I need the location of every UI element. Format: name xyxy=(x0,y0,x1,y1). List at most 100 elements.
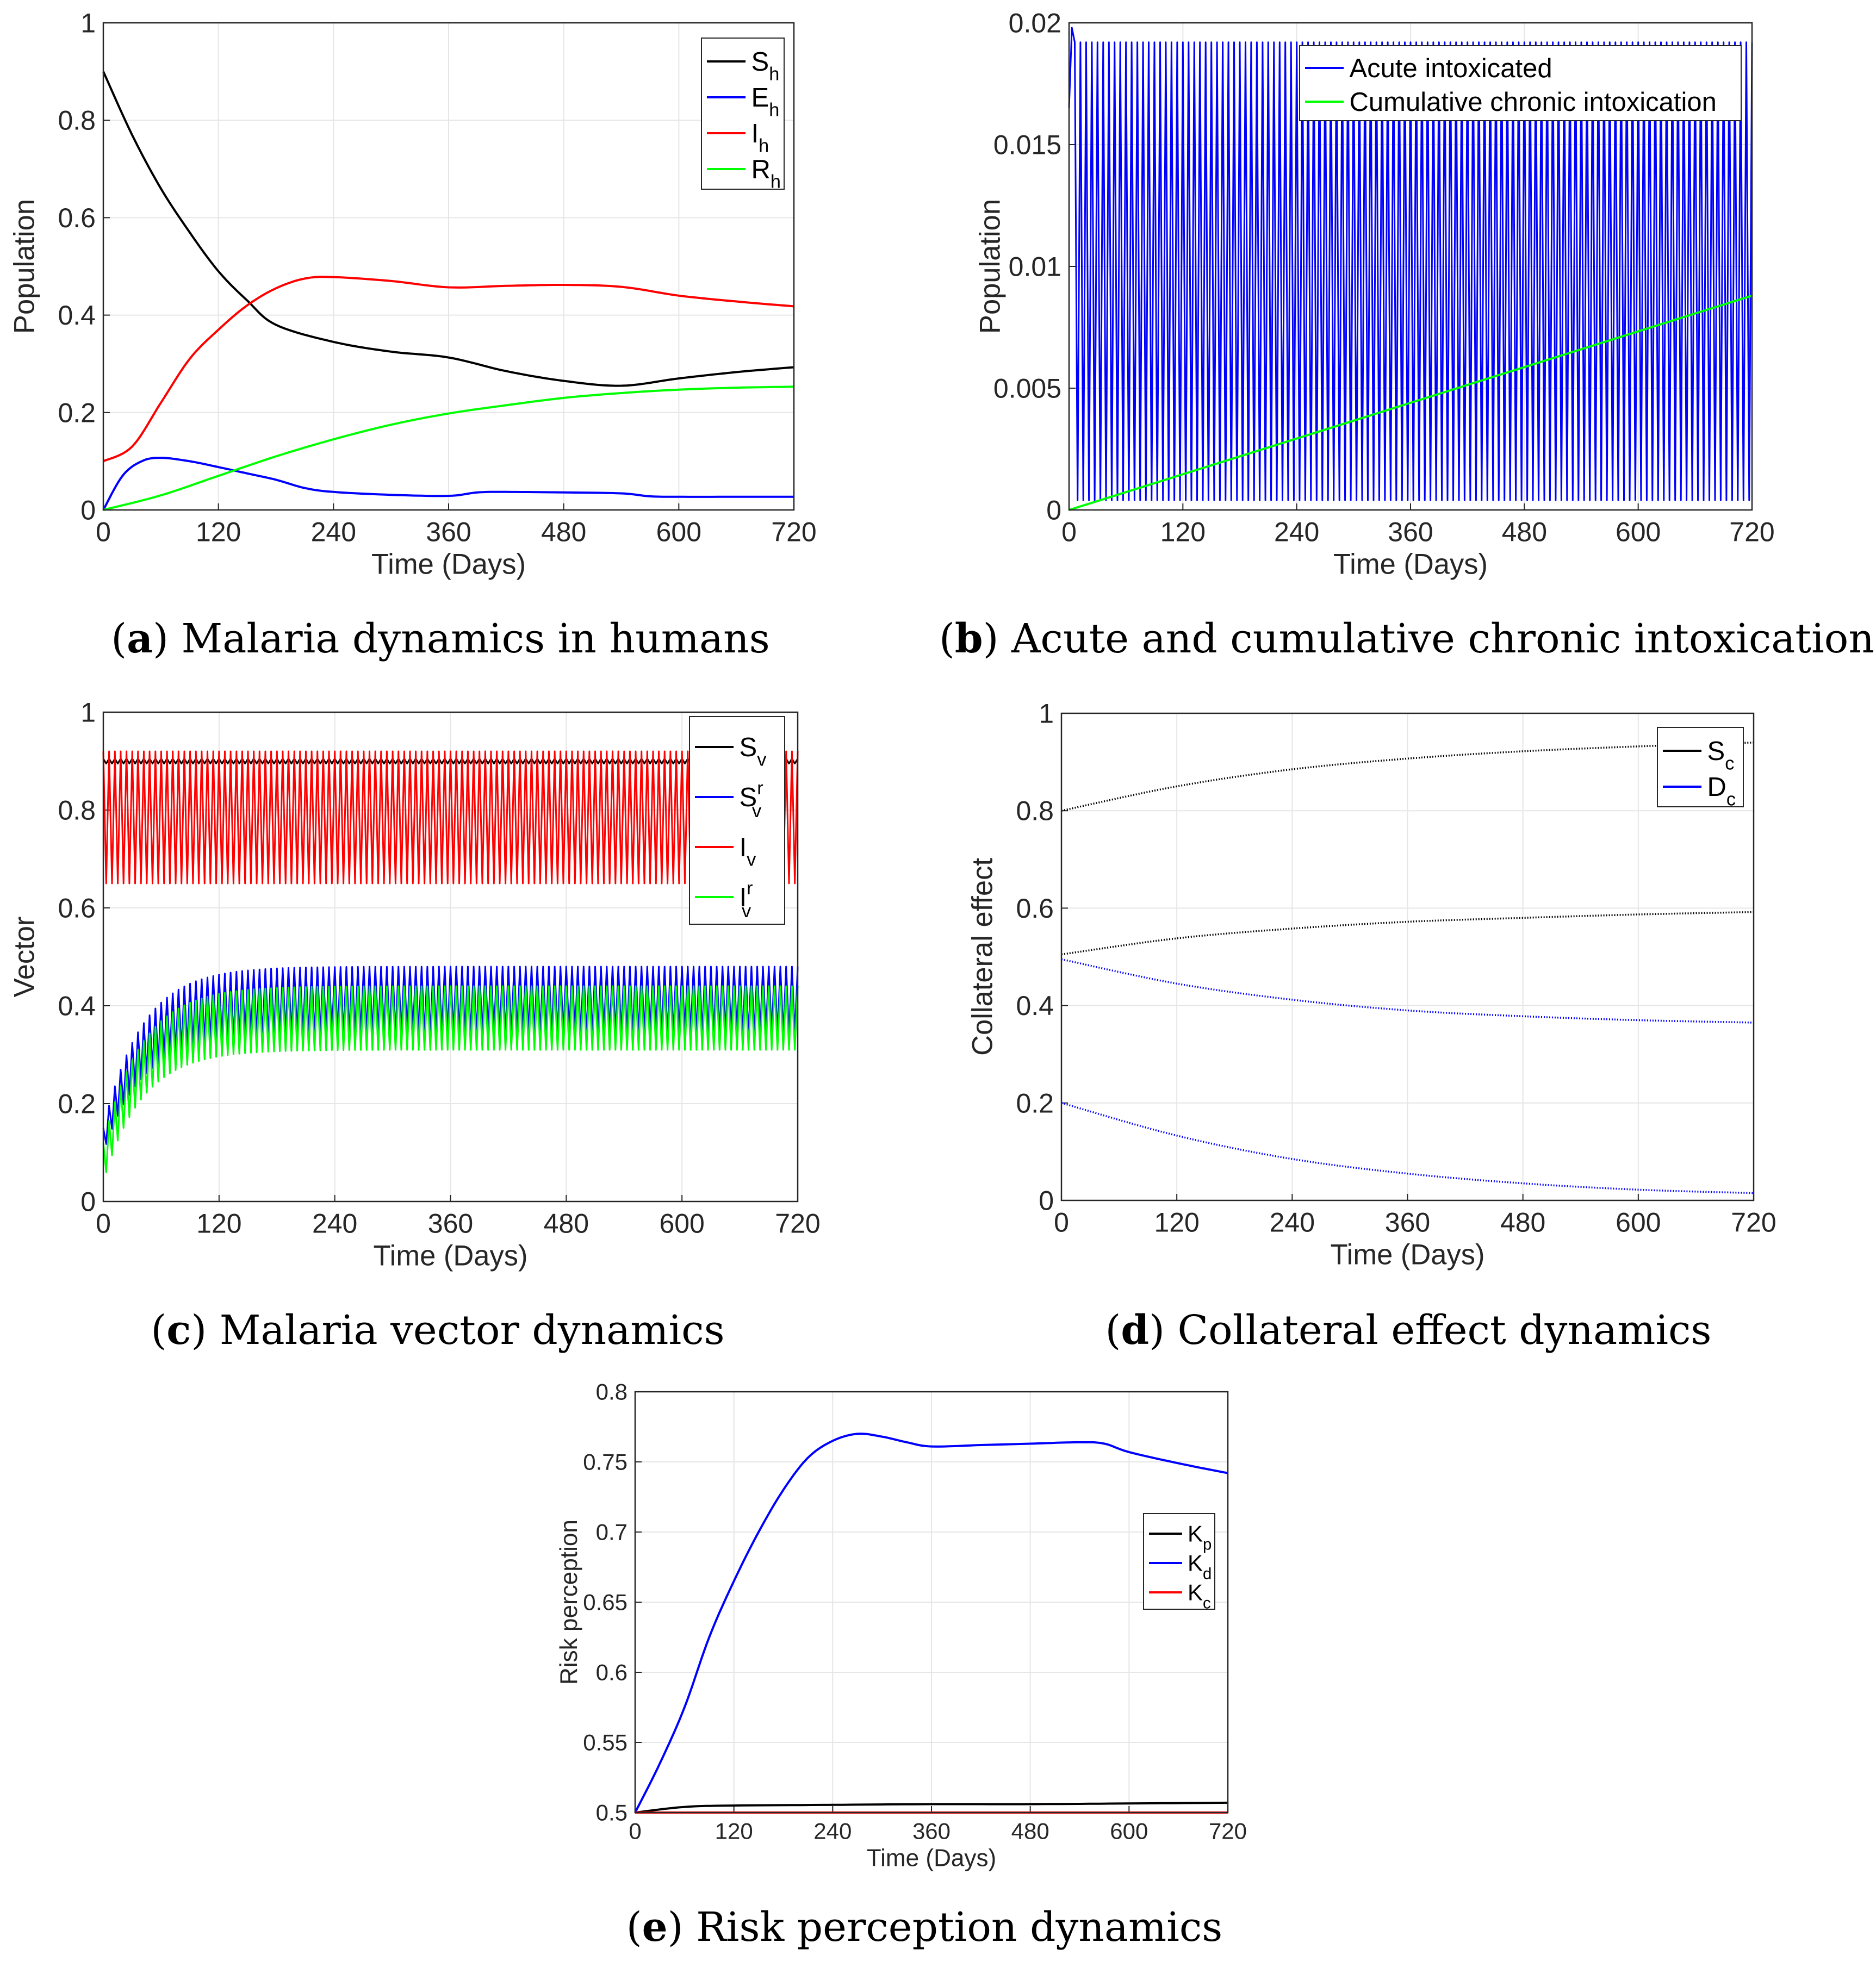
legend-label: Sc xyxy=(1707,737,1735,774)
y-tick-label: 0.01 xyxy=(1009,252,1061,282)
series-line-acute-intoxicated xyxy=(1068,27,1753,501)
legend-label: Acute intoxicated xyxy=(1350,54,1552,83)
x-axis-label: Time (Days) xyxy=(371,549,526,581)
y-tick-label: 0.6 xyxy=(596,1660,628,1685)
y-tick-label: 0.55 xyxy=(583,1730,628,1755)
x-tick-label: 120 xyxy=(1154,1207,1199,1238)
legend: Sv Sr v Iv Ir v xyxy=(689,716,785,925)
legend-label: Sv xyxy=(740,733,767,770)
legend-label: Rh xyxy=(751,155,781,192)
legend-label: Iv xyxy=(740,833,757,870)
y-tick-label: 0.4 xyxy=(58,300,96,331)
y-tick-label: 0.6 xyxy=(1016,893,1054,924)
legend-label: Eh xyxy=(751,83,780,120)
x-tick-label: 480 xyxy=(1011,1818,1049,1844)
panel-c-vector-dynamics: 0 120 240 360 480 600 720 0 0.2 0.4 0.6 0.8 1 Time (D… xyxy=(9,698,821,1272)
x-tick-label: 720 xyxy=(771,517,816,547)
x-tick-label: 360 xyxy=(1388,517,1433,547)
y-tick-label: 0.65 xyxy=(583,1590,628,1615)
x-axis-label: Time (Days) xyxy=(867,1845,996,1872)
axes-box xyxy=(102,22,795,511)
x-axis-label: Time (Days) xyxy=(1331,1239,1485,1271)
series-line-d-c xyxy=(1061,958,1754,1024)
x-tick-label: 720 xyxy=(1729,517,1774,547)
x-tick-label: 480 xyxy=(1500,1207,1545,1238)
x-tick-label: 600 xyxy=(656,517,701,547)
x-tick-label: 480 xyxy=(541,517,586,547)
x-tick-label: 0 xyxy=(96,517,111,547)
caption-b: (b) Acute and cumulative chronic intoxic… xyxy=(939,615,1874,662)
panel-b-intoxication: 0 120 240 360 480 600 720 0 0.005 0.01 0.015 0.02 Ti… xyxy=(974,8,1775,581)
legend-box xyxy=(1657,727,1744,807)
x-tick-label: 240 xyxy=(1274,517,1319,547)
y-tick-label: 0.8 xyxy=(58,795,96,826)
panel-a-malaria-humans: 0 120 240 360 480 600 720 0 0.2 0.4 0.6 0.8 1 Time (D… xyxy=(9,8,817,581)
series-line-e-h xyxy=(102,457,794,510)
axes-box xyxy=(1068,22,1753,511)
panel-d-collateral-effect: 0 120 240 360 480 600 720 0 0.2 0.4 0.6 0.8 1 Time (D… xyxy=(967,699,1776,1271)
legend-label: Kc xyxy=(1188,1580,1211,1612)
legend-label: Kp xyxy=(1188,1521,1212,1554)
legend-box xyxy=(1299,45,1742,121)
axes-box xyxy=(634,1391,1229,1814)
x-tick-label: 720 xyxy=(1209,1818,1247,1844)
x-tick-label: 720 xyxy=(1731,1207,1776,1238)
x-tick-label: 0 xyxy=(629,1818,641,1844)
x-tick-label: 120 xyxy=(1160,517,1206,547)
x-tick-label: 360 xyxy=(912,1818,951,1844)
legend-label: Sh xyxy=(751,47,780,84)
y-tick-label: 0 xyxy=(80,1187,96,1217)
x-tick-label: 0 xyxy=(1061,517,1077,547)
x-tick-label: 120 xyxy=(196,517,241,547)
x-tick-label: 0 xyxy=(1054,1207,1069,1238)
y-axis-label: Population xyxy=(9,199,41,334)
y-axis-label: Population xyxy=(974,199,1007,334)
y-tick-label: 0.6 xyxy=(58,203,96,233)
x-tick-label: 480 xyxy=(544,1209,589,1239)
y-tick-label: 0.8 xyxy=(596,1379,628,1405)
y-tick-label: 0.2 xyxy=(1016,1088,1054,1118)
y-tick-label: 0.4 xyxy=(1016,991,1054,1021)
y-tick-label: 0.2 xyxy=(58,1089,96,1119)
legend-label: Cumulative chronic intoxication xyxy=(1350,88,1717,117)
axes-box xyxy=(102,711,799,1203)
series-line-k-p xyxy=(635,1801,1228,1814)
x-axis-label: Time (Days) xyxy=(374,1240,528,1272)
axes-box xyxy=(1060,712,1755,1201)
y-tick-label: 0.7 xyxy=(596,1520,628,1545)
caption-e: (e) Risk perception dynamics xyxy=(626,1904,1223,1951)
caption-d: (d) Collateral effect dynamics xyxy=(1105,1307,1712,1354)
y-tick-label: 0.6 xyxy=(58,893,96,924)
series-line-d-c xyxy=(1061,1102,1754,1194)
legend: Acute intoxicated Cumulative chronic into… xyxy=(1299,45,1742,121)
x-tick-label: 600 xyxy=(1616,1207,1661,1238)
caption-c: (c) Malaria vector dynamics xyxy=(151,1307,724,1354)
y-tick-label: 0.5 xyxy=(596,1800,628,1826)
x-tick-label: 0 xyxy=(96,1209,111,1239)
series-line-r-h xyxy=(103,385,794,511)
series-line-s-c xyxy=(1061,742,1754,812)
legend-label: Ir v xyxy=(740,878,753,921)
x-tick-label: 600 xyxy=(1616,517,1661,547)
y-tick-label: 0 xyxy=(1046,495,1061,526)
caption-a: (a) Malaria dynamics in humans xyxy=(111,615,769,662)
y-tick-label: 0 xyxy=(1039,1186,1054,1216)
series-line-i-h xyxy=(103,276,794,463)
panel-e-risk-perception: 0 120 240 360 480 600 720 0.5 0.55 0.6 0.65 0.7 0.75… xyxy=(556,1379,1247,1872)
y-tick-label: 0.4 xyxy=(58,991,96,1022)
legend-label: Dc xyxy=(1707,773,1736,810)
x-tick-label: 120 xyxy=(715,1818,753,1844)
x-tick-label: 600 xyxy=(659,1209,704,1239)
series-line-cumulative-chronic-intoxication xyxy=(1069,294,1753,511)
series-line-i-v-r xyxy=(102,985,799,1173)
y-axis-label: Vector xyxy=(9,917,41,998)
y-tick-label: 0.75 xyxy=(583,1449,628,1475)
x-tick-label: 360 xyxy=(428,1209,473,1239)
y-axis-label: Collateral effect xyxy=(967,858,999,1056)
x-tick-label: 240 xyxy=(312,1209,357,1239)
y-tick-label: 1 xyxy=(80,8,96,39)
series-line-i-v xyxy=(102,750,799,885)
